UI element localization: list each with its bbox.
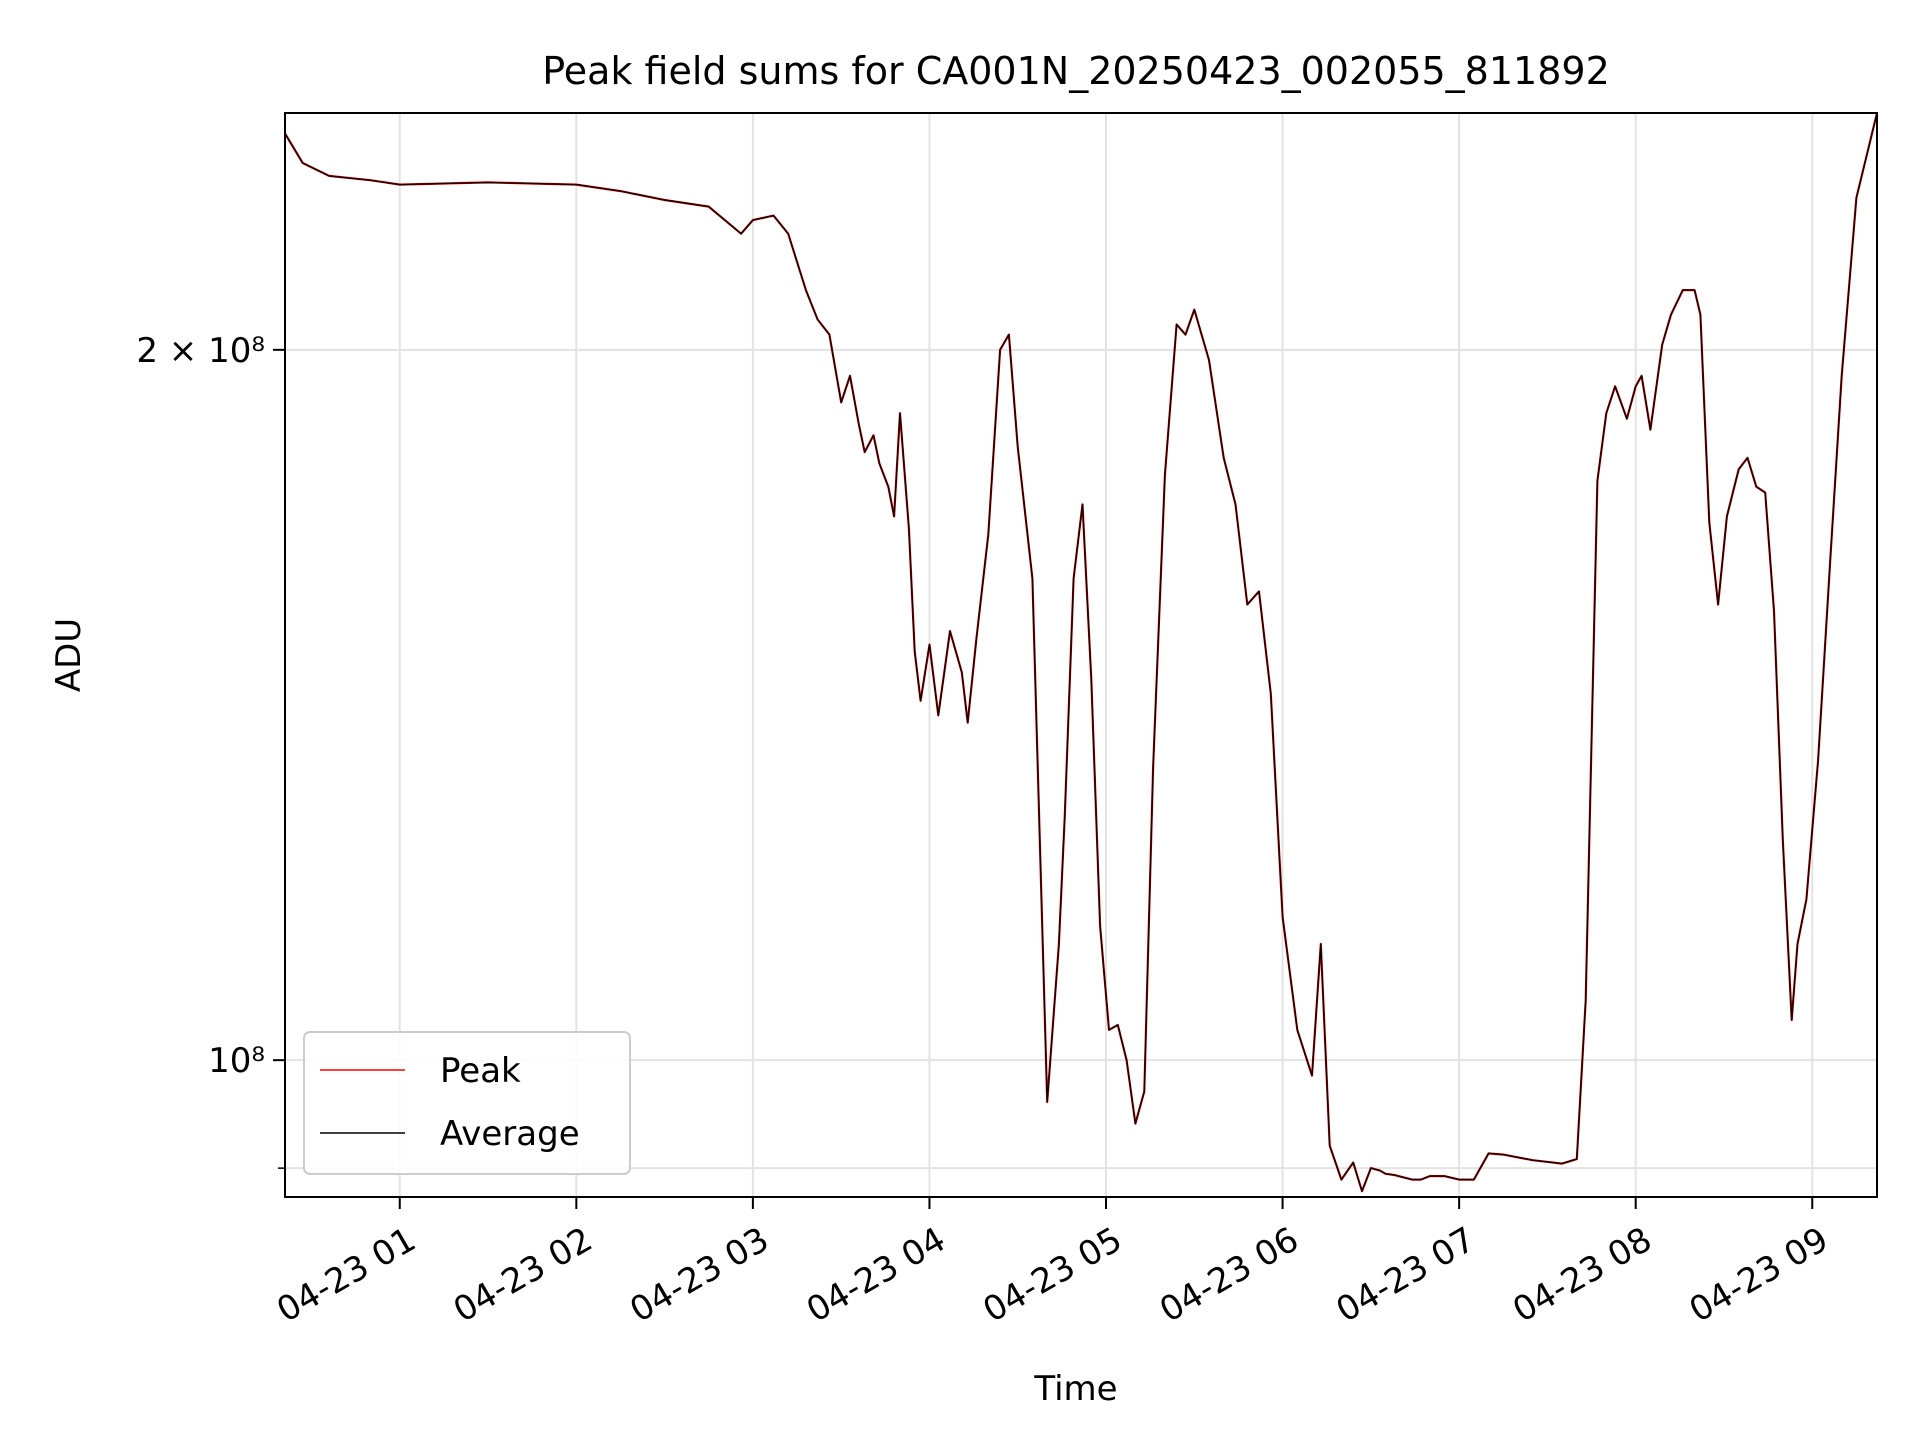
legend-label-peak: Peak — [440, 1051, 521, 1091]
series-lines — [285, 113, 1877, 1193]
x-axis-label: Time — [1033, 1369, 1117, 1409]
series-line-peak — [285, 113, 1877, 1193]
x-tick-label-5: 04-23 06 — [1153, 1220, 1305, 1331]
x-tick-label-4: 04-23 05 — [977, 1220, 1129, 1331]
legend: Peak Average — [303, 1031, 631, 1175]
y-tick-label-1: 10⁸ — [208, 1041, 265, 1081]
legend-box — [303, 1031, 631, 1175]
legend-label-average: Average — [440, 1114, 580, 1154]
axis-ticks: 04-23 01 04-23 02 04-23 03 04-23 04 04-23 05… — [136, 331, 1835, 1331]
chart-title: Peak field sums for CA001N_20250423_0020… — [542, 49, 1610, 93]
x-tick-label-1: 04-23 02 — [447, 1220, 599, 1331]
x-tick-label-8: 04-23 09 — [1683, 1220, 1835, 1331]
y-tick-label-0: 2 × 10⁸ — [136, 331, 265, 371]
x-tick-label-2: 04-23 03 — [623, 1220, 775, 1331]
plot-area-frame — [284, 112, 1878, 1198]
x-tick-label-7: 04-23 08 — [1506, 1220, 1658, 1331]
series-line-average — [285, 113, 1877, 1192]
x-tick-label-3: 04-23 04 — [800, 1220, 952, 1331]
x-tick-label-6: 04-23 07 — [1330, 1220, 1482, 1331]
y-axis-label: ADU — [49, 618, 89, 692]
x-tick-label-0: 04-23 01 — [270, 1220, 422, 1331]
